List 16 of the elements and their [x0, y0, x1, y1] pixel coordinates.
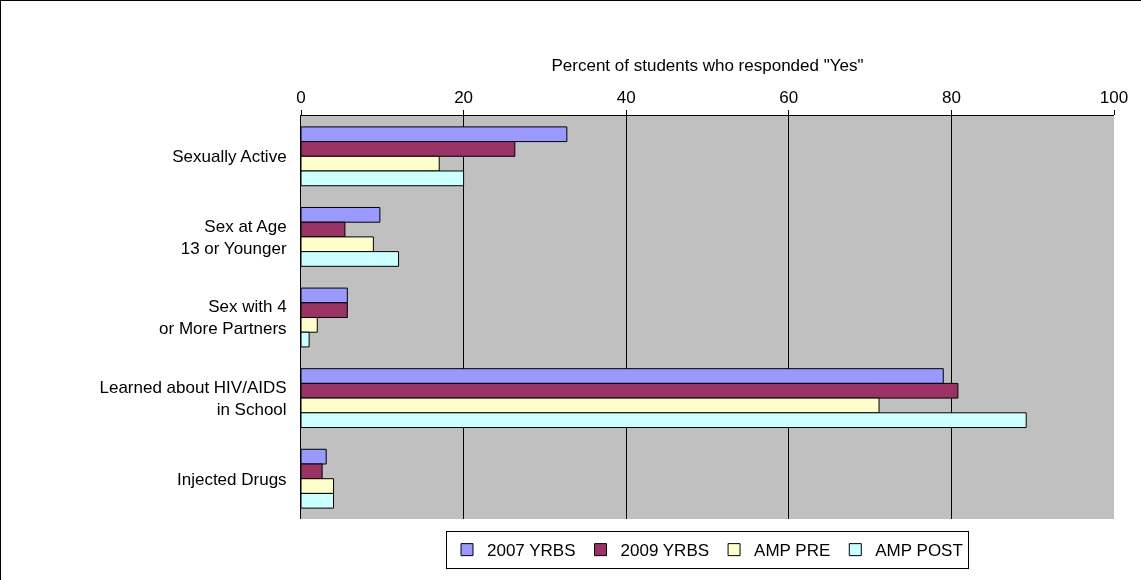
x-tick-label: 20 [454, 88, 474, 108]
x-tick-label: 40 [616, 88, 636, 108]
y-tick-label: Sex with 4 or More Partners [159, 297, 287, 339]
legend-label: 2007 YRBS [487, 541, 576, 561]
legend-label: AMP POST [875, 541, 963, 561]
x-tick-label: 60 [779, 88, 799, 108]
x-axis-title: Percent of students who responded "Yes" [551, 55, 864, 75]
y-tick-label: Sexually Active [172, 147, 287, 167]
y-tick-label: Injected Drugs [176, 469, 287, 489]
x-tick-label: 100 [1099, 88, 1129, 108]
x-tick-label: 80 [941, 88, 961, 108]
y-tick-label: Sex at Age 13 or Younger [180, 216, 287, 258]
legend-label: AMP PRE [754, 541, 831, 561]
legend-label: 2009 YRBS [620, 541, 710, 561]
y-tick-label: Learned about HIV/AIDS in School [99, 378, 287, 420]
x-tick-label: 0 [296, 88, 306, 108]
